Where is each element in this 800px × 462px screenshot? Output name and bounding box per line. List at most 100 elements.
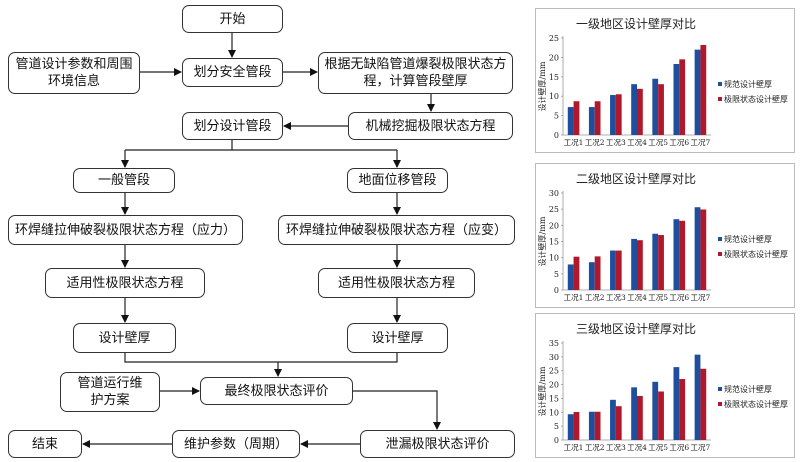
node-general-segment: 一般管段 (73, 168, 175, 193)
bar-limit-state-5 (658, 391, 664, 440)
x-tick-label: 工况7 (691, 293, 711, 302)
node-wall-left: 设计壁厚 (73, 323, 176, 353)
x-tick-label: 工况5 (648, 138, 668, 147)
bar-code-3 (610, 250, 616, 290)
node-serviceability-left: 适用性极限状态方程 (45, 268, 205, 298)
y-tick-label: 5 (554, 112, 559, 121)
node-girth-stress: 环焊缝拉伸破裂极限状态方程（应力） (8, 215, 243, 245)
legend-label: 极限状态设计壁厚 (724, 94, 788, 104)
y-tick-label: 20 (549, 53, 559, 62)
bar-code-7 (694, 207, 701, 290)
x-tick-label: 工况4 (627, 443, 647, 452)
node-burst-calc: 根据无缺陷管道爆裂极限状态方程，计算管段壁厚 (318, 52, 513, 94)
bar-code-4 (631, 387, 637, 440)
y-tick-label: 0 (554, 436, 559, 445)
node-girth-strain: 环焊缝拉伸破裂极限状态方程（应变） (278, 215, 515, 245)
bar-limit-state-2 (594, 256, 601, 290)
x-tick-label: 工况1 (564, 293, 584, 302)
chart-title: 一级地区设计壁厚对比 (576, 16, 696, 31)
y-axis-label: 设计壁厚/mm (537, 216, 547, 266)
bar-limit-state-2 (594, 101, 601, 135)
y-tick-label: 5 (554, 270, 559, 279)
bar-limit-state-1 (573, 101, 580, 135)
chart-title: 三级地区设计壁厚对比 (576, 321, 696, 336)
legend-swatch (718, 97, 722, 101)
chart-level-3: 三级地区设计壁厚对比 设计壁厚/mm 0 5 10 15 20 25 30 35 工况1 工况2 工况3… (535, 313, 795, 458)
x-tick-label: 工况1 (564, 443, 584, 452)
bar-limit-state-2 (594, 411, 601, 440)
legend-swatch (718, 82, 722, 86)
node-start: 开始 (182, 5, 283, 33)
y-tick-label: 20 (549, 381, 559, 390)
y-tick-label: 15 (549, 394, 559, 403)
y-tick-label: 25 (549, 205, 559, 214)
y-tick-label: 25 (549, 367, 559, 376)
arrow-final-to-leak (353, 390, 441, 430)
node-divide-design: 划分设计管段 (182, 112, 283, 140)
y-tick-label: 10 (549, 254, 559, 263)
bar-code-2 (588, 262, 595, 290)
legend-label: 规范设计壁厚 (724, 79, 772, 89)
bar-code-2 (588, 107, 595, 135)
bar-limit-state-3 (615, 94, 622, 135)
y-tick-label: 10 (549, 408, 559, 417)
node-serviceability-right: 适用性极限状态方程 (318, 268, 475, 298)
y-tick-label: 20 (549, 221, 559, 230)
bar-code-5 (652, 78, 659, 135)
node-divide-safety: 划分安全管段 (182, 58, 283, 87)
bar-code-3 (610, 399, 616, 440)
flow-connectors (82, 33, 441, 448)
bar-code-4 (631, 84, 637, 135)
bar-limit-state-4 (637, 88, 643, 135)
bar-limit-state-1 (573, 256, 580, 290)
y-tick-label: 10 (549, 92, 559, 101)
merge-line (124, 353, 398, 363)
y-tick-label: 0 (554, 131, 559, 140)
y-tick-label: 35 (549, 339, 559, 348)
bar-limit-state-1 (573, 412, 580, 440)
bar-code-3 (610, 95, 616, 135)
bar-code-1 (567, 414, 574, 440)
bar-limit-state-5 (658, 235, 664, 290)
bar-code-1 (567, 264, 574, 290)
y-tick-label: 25 (549, 34, 559, 43)
legend-label: 极限状态设计壁厚 (724, 249, 788, 259)
bar-code-5 (652, 381, 659, 440)
x-tick-label: 工况5 (648, 293, 668, 302)
y-tick-label: 30 (549, 189, 559, 198)
bar-limit-state-7 (700, 209, 707, 290)
x-tick-label: 工况7 (691, 443, 711, 452)
x-tick-label: 工况4 (627, 138, 647, 147)
node-ground-segment: 地面位移管段 (347, 168, 448, 193)
x-tick-label: 工况7 (691, 138, 711, 147)
y-axis-label: 设计壁厚/mm (537, 366, 547, 416)
y-tick-label: 30 (549, 353, 559, 362)
y-axis-label: 设计壁厚/mm (537, 61, 547, 111)
x-tick-label: 工况3 (606, 293, 626, 302)
bar-code-1 (567, 107, 574, 135)
node-final-eval: 最终极限状态评价 (200, 377, 353, 405)
legend-swatch (718, 252, 722, 256)
node-end: 结束 (8, 430, 82, 458)
bar-code-7 (694, 49, 701, 135)
y-tick-label: 0 (554, 286, 559, 295)
y-tick-label: 5 (554, 422, 559, 431)
bar-limit-state-7 (700, 368, 707, 440)
bar-code-6 (673, 63, 680, 135)
x-tick-label: 工况6 (669, 443, 689, 452)
legend-swatch (718, 387, 722, 391)
x-tick-label: 工况4 (627, 293, 647, 302)
chart-level-1: 一级地区设计壁厚对比 设计壁厚/mm 0 5 10 15 20 25 工况1 工况2 工况3 工况4 工… (535, 8, 795, 153)
bar-code-6 (673, 219, 680, 290)
node-leak-eval: 泄漏极限状态评价 (360, 430, 515, 458)
bar-code-4 (631, 238, 637, 290)
bar-limit-state-6 (679, 379, 686, 440)
bar-limit-state-4 (637, 395, 643, 440)
legend-label: 规范设计壁厚 (724, 234, 772, 244)
y-tick-label: 15 (549, 73, 559, 82)
node-maint-params: 维护参数（周期） (172, 430, 300, 458)
bar-limit-state-6 (679, 59, 686, 136)
x-tick-label: 工况6 (669, 293, 689, 302)
bar-limit-state-7 (700, 44, 707, 135)
bar-code-7 (694, 354, 701, 440)
